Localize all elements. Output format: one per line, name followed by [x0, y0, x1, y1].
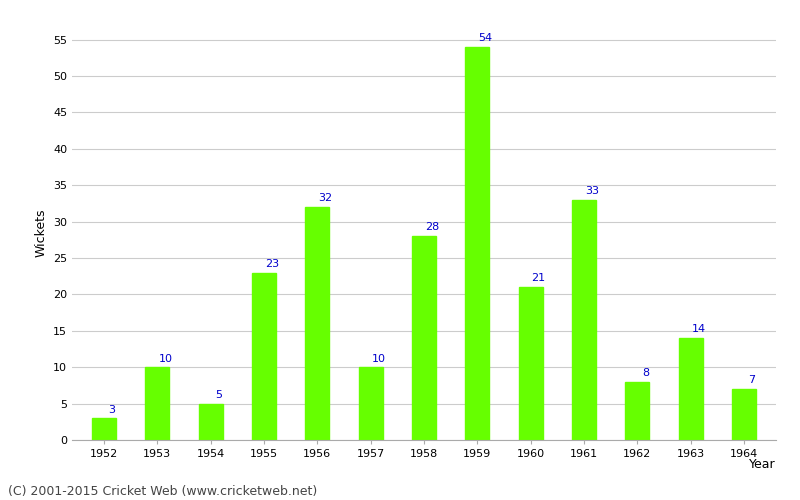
Bar: [678, 338, 702, 440]
Text: 54: 54: [478, 33, 492, 43]
Text: Year: Year: [750, 458, 776, 470]
Y-axis label: Wickets: Wickets: [34, 208, 47, 257]
Bar: [252, 272, 276, 440]
Bar: [626, 382, 650, 440]
Text: 10: 10: [372, 354, 386, 364]
Bar: [92, 418, 116, 440]
Bar: [466, 47, 490, 440]
Text: (C) 2001-2015 Cricket Web (www.cricketweb.net): (C) 2001-2015 Cricket Web (www.cricketwe…: [8, 484, 318, 498]
Text: 14: 14: [692, 324, 706, 334]
Text: 10: 10: [158, 354, 172, 364]
Text: 5: 5: [215, 390, 222, 400]
Text: 21: 21: [532, 274, 546, 283]
Bar: [572, 200, 596, 440]
Text: 7: 7: [749, 376, 755, 386]
Bar: [306, 207, 330, 440]
Text: 33: 33: [585, 186, 599, 196]
Text: 3: 3: [109, 404, 115, 414]
Text: 32: 32: [318, 194, 332, 203]
Bar: [732, 389, 756, 440]
Bar: [412, 236, 436, 440]
Text: 28: 28: [425, 222, 439, 232]
Bar: [518, 287, 542, 440]
Bar: [198, 404, 222, 440]
Bar: [146, 367, 170, 440]
Text: 8: 8: [642, 368, 649, 378]
Text: 23: 23: [265, 259, 279, 269]
Bar: [358, 367, 382, 440]
